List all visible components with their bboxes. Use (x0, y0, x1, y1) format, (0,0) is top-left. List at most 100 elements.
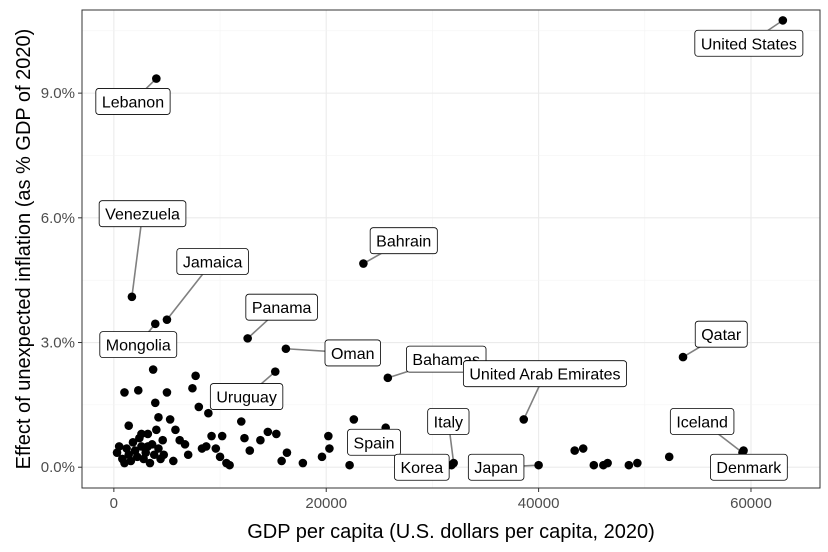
label-box (324, 339, 381, 367)
data-point (570, 446, 580, 455)
data-point (778, 16, 788, 25)
data-point (603, 458, 612, 468)
data-point (519, 415, 529, 424)
point-label: Venezuela (98, 200, 187, 228)
label-box (95, 88, 171, 115)
data-point (383, 373, 393, 383)
data-point (201, 442, 211, 451)
label-text: Qatar (701, 327, 742, 344)
data-point (152, 425, 161, 435)
label-text: Japan (474, 460, 518, 477)
data-point (245, 446, 255, 455)
data-point (664, 452, 674, 462)
data-point (183, 450, 193, 460)
data-point (207, 431, 216, 441)
point-label: Denmark (710, 453, 788, 481)
point-label: United Arab Emirates (462, 360, 627, 388)
label-box (394, 453, 450, 481)
label-text: Jamaica (183, 254, 243, 271)
data-point (243, 334, 252, 343)
point-label: Japan (467, 453, 525, 481)
point-label: Oman (324, 339, 381, 367)
label-text: Uruguay (216, 390, 276, 407)
data-point (624, 460, 634, 470)
y-tick-label: 0.0% (41, 459, 75, 476)
data-point (114, 442, 124, 451)
data-point (194, 402, 204, 412)
y-tick-label: 3.0% (41, 335, 75, 352)
label-text: United States (701, 36, 797, 53)
data-point (345, 460, 354, 470)
data-point (359, 259, 368, 268)
x-tick-label: 40000 (518, 495, 560, 512)
data-point (137, 429, 146, 439)
data-point (236, 417, 246, 426)
data-point (180, 440, 190, 449)
data-point (281, 344, 291, 354)
label-box (245, 293, 318, 321)
label-box (694, 29, 804, 57)
data-point (126, 456, 136, 466)
data-point (154, 413, 163, 422)
data-point (215, 452, 225, 462)
data-point (225, 460, 234, 470)
data-point (150, 398, 160, 408)
point-label: Bahrain (369, 227, 438, 255)
label-box (98, 200, 187, 228)
data-point (120, 388, 129, 397)
data-point (298, 458, 308, 468)
data-point (325, 444, 334, 453)
data-point (589, 460, 599, 470)
label-text: Oman (331, 346, 375, 363)
data-point (272, 429, 281, 439)
label-text: Italy (434, 414, 463, 431)
data-point (240, 433, 249, 443)
label-box (669, 408, 735, 435)
data-point (191, 371, 200, 381)
label-text: United Arab Emirates (469, 367, 620, 384)
label-box (209, 383, 284, 410)
label-text: Lebanon (102, 94, 164, 111)
label-box (347, 428, 401, 456)
point-label: Panama (245, 293, 318, 321)
data-point (128, 437, 138, 447)
data-point (159, 450, 169, 460)
panel-border (81, 9, 821, 489)
label-text: Bahrain (376, 234, 431, 251)
data-point (149, 450, 159, 460)
label-box (427, 408, 470, 435)
data-point (145, 458, 155, 468)
point-label: Jamaica (176, 248, 249, 275)
point-label: Korea (394, 453, 450, 481)
data-point (633, 458, 642, 468)
x-tick-label: 60000 (730, 495, 772, 512)
point-label: United States (694, 29, 804, 57)
point-label: Italy (427, 408, 470, 435)
point-labels: United States Lebanon Venezuela Jamaica Bahr… (95, 29, 804, 481)
label-text: Spain (354, 435, 395, 452)
data-point (162, 388, 172, 397)
data-point (143, 429, 153, 439)
data-point (169, 456, 178, 466)
data-point (739, 446, 748, 455)
data-point (127, 292, 137, 302)
x-tick-label: 0 (110, 495, 118, 512)
point-label: Mongolia (99, 331, 178, 359)
label-text: Denmark (716, 460, 782, 477)
data-point (158, 435, 168, 445)
data-point (282, 448, 292, 457)
axes: 0 20000 40000 60000 0.0% 3.0% 6.0% 9.0% (41, 85, 772, 512)
x-axis-title: GDP per capita (U.S. dollars per capita,… (247, 521, 655, 543)
label-box (462, 360, 627, 388)
label-box (467, 453, 525, 481)
data-point (133, 386, 143, 395)
label-text: Mongolia (106, 338, 171, 355)
point-label: Lebanon (95, 88, 171, 115)
data-point (256, 435, 265, 445)
data-point (204, 408, 213, 418)
data-point (578, 444, 588, 453)
label-box (694, 320, 748, 348)
data-point (277, 456, 286, 466)
data-point (263, 427, 273, 437)
label-box (99, 331, 178, 359)
